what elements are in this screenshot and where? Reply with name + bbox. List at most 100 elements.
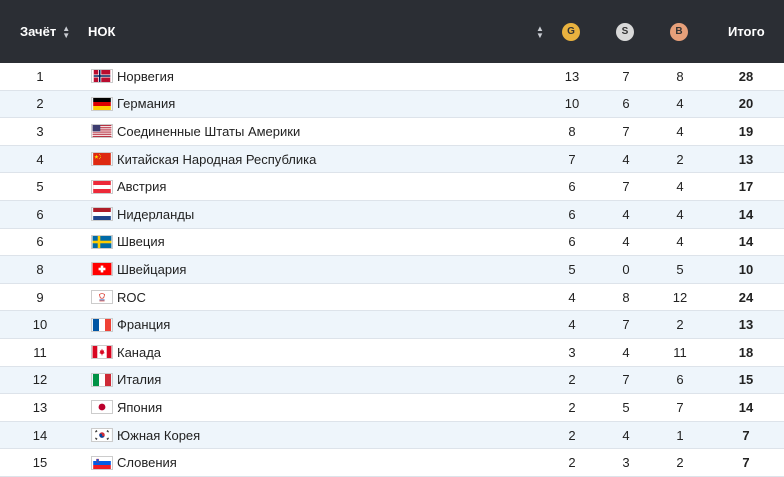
total-count: 14 (738, 399, 754, 415)
bronze-count: 4 (676, 123, 684, 139)
silver-count: 8 (622, 289, 630, 305)
noc-sort-control[interactable]: ▲ ▼ (530, 0, 544, 63)
rank-column-header[interactable]: Зачёт ▲ ▼ (20, 0, 70, 63)
silver-column-header[interactable]: S (616, 0, 634, 63)
bronze-count: 2 (676, 317, 684, 333)
country-name-link[interactable]: ROC (117, 289, 146, 305)
total-count: 18 (738, 344, 754, 360)
rank-cell: 13 (32, 399, 48, 415)
table-row[interactable]: 1 Норвегия 13 7 8 28 (0, 63, 784, 91)
gold-count: 2 (568, 399, 576, 415)
table-row[interactable]: 2 Германия 10 6 4 20 (0, 90, 784, 119)
total-count: 13 (738, 317, 754, 333)
canada-flag-icon (91, 339, 113, 366)
table-row[interactable]: 11 Канада 3 4 11 18 (0, 339, 784, 367)
total-count: 17 (738, 179, 754, 195)
gold-count: 6 (568, 234, 576, 250)
rank-cell: 4 (36, 151, 44, 167)
rank-cell: 2 (36, 96, 44, 112)
country-name-link[interactable]: Германия (117, 96, 176, 112)
bronze-count: 1 (676, 427, 684, 443)
silver-count: 7 (622, 372, 630, 388)
bronze-count: 12 (672, 289, 688, 305)
bronze-count: 4 (676, 96, 684, 112)
silver-count: 4 (622, 427, 630, 443)
total-count: 10 (738, 261, 754, 277)
rank-cell: 3 (36, 123, 44, 139)
country-name-link[interactable]: Словения (117, 455, 177, 471)
rank-cell: 14 (32, 427, 48, 443)
total-count: 14 (738, 234, 754, 250)
noc-column-header[interactable]: НОК (88, 0, 115, 63)
total-count: 7 (742, 427, 750, 443)
norway-flag-icon (91, 63, 113, 90)
rank-cell: 15 (32, 455, 48, 471)
silver-count: 7 (622, 123, 630, 139)
gold-count: 6 (568, 206, 576, 222)
silver-count: 4 (622, 234, 630, 250)
rank-header-label: Зачёт (20, 24, 57, 39)
table-row[interactable]: 10 Франция 4 7 2 13 (0, 311, 784, 339)
gold-column-header[interactable]: G (562, 0, 580, 63)
rank-cell: 5 (36, 179, 44, 195)
table-row[interactable]: 5 Австрия 6 7 4 17 (0, 173, 784, 201)
total-count: 24 (738, 289, 754, 305)
country-name-link[interactable]: Нидерланды (117, 206, 195, 222)
total-count: 14 (738, 206, 754, 222)
table-header: Зачёт ▲ ▼ НОК ▲ ▼ G S B Итого (0, 0, 784, 63)
silver-count: 6 (622, 96, 630, 112)
france-flag-icon (91, 311, 113, 338)
bronze-count: 6 (676, 372, 684, 388)
total-column-header[interactable]: Итого (728, 0, 765, 63)
silver-medal-icon: S (616, 22, 634, 41)
country-name-link[interactable]: Италия (117, 372, 162, 388)
bronze-count: 2 (676, 455, 684, 471)
country-name-link[interactable]: Соединенные Штаты Америки (117, 123, 301, 139)
country-name-link[interactable]: Швейцария (117, 261, 187, 277)
sort-icon[interactable]: ▲ ▼ (536, 23, 544, 40)
silver-count: 4 (622, 151, 630, 167)
country-name-link[interactable]: Норвегия (117, 68, 174, 84)
country-name-link[interactable]: Швеция (117, 234, 165, 250)
gold-count: 2 (568, 427, 576, 443)
country-name-link[interactable]: Канада (117, 344, 162, 360)
country-name-link[interactable]: Франция (117, 317, 171, 333)
country-name-link[interactable]: Южная Корея (117, 427, 201, 443)
rank-cell: 12 (32, 372, 48, 388)
gold-count: 10 (564, 96, 580, 112)
rank-cell: 9 (36, 289, 44, 305)
silver-count: 5 (622, 399, 630, 415)
switzerland-flag-icon (91, 256, 113, 283)
table-row[interactable]: 6 Швеция 6 4 4 14 (0, 229, 784, 257)
gold-count: 2 (568, 372, 576, 388)
bronze-count: 4 (676, 234, 684, 250)
bronze-count: 4 (676, 206, 684, 222)
austria-flag-icon (91, 173, 113, 200)
bronze-column-header[interactable]: B (670, 0, 688, 63)
country-name-link[interactable]: Китайская Народная Республика (117, 151, 317, 167)
table-row[interactable]: 13 Япония 2 5 7 14 (0, 394, 784, 422)
table-row[interactable]: 9 ROC 4 8 12 24 (0, 284, 784, 312)
bronze-count: 11 (673, 344, 687, 360)
table-row[interactable]: 8 Швейцария 5 0 5 10 (0, 256, 784, 284)
table-row[interactable]: 12 Италия 2 7 6 15 (0, 366, 784, 395)
table-row[interactable]: 14 Южная Корея 2 4 1 7 (0, 421, 784, 450)
gold-count: 6 (568, 179, 576, 195)
table-body: 1 Норвегия 13 7 8 28 2 Германия 10 6 4 2… (0, 63, 784, 477)
total-count: 13 (738, 151, 754, 167)
total-header-label: Итого (728, 24, 765, 39)
gold-count: 7 (568, 151, 576, 167)
country-name-link[interactable]: Япония (117, 399, 163, 415)
rank-cell: 8 (36, 261, 44, 277)
rank-cell: 6 (36, 206, 44, 222)
table-row[interactable]: 4 Китайская Народная Республика 7 4 2 13 (0, 145, 784, 174)
table-row[interactable]: 15 Словения 2 3 2 7 (0, 449, 784, 477)
silver-count: 4 (622, 206, 630, 222)
sort-icon[interactable]: ▲ ▼ (62, 23, 71, 40)
table-row[interactable]: 6 Нидерланды 6 4 4 14 (0, 200, 784, 229)
total-count: 15 (738, 372, 754, 388)
country-name-link[interactable]: Австрия (117, 179, 167, 195)
rank-cell: 10 (32, 317, 48, 333)
table-row[interactable]: 3 Соединенные Штаты Америки 8 7 4 19 (0, 118, 784, 146)
